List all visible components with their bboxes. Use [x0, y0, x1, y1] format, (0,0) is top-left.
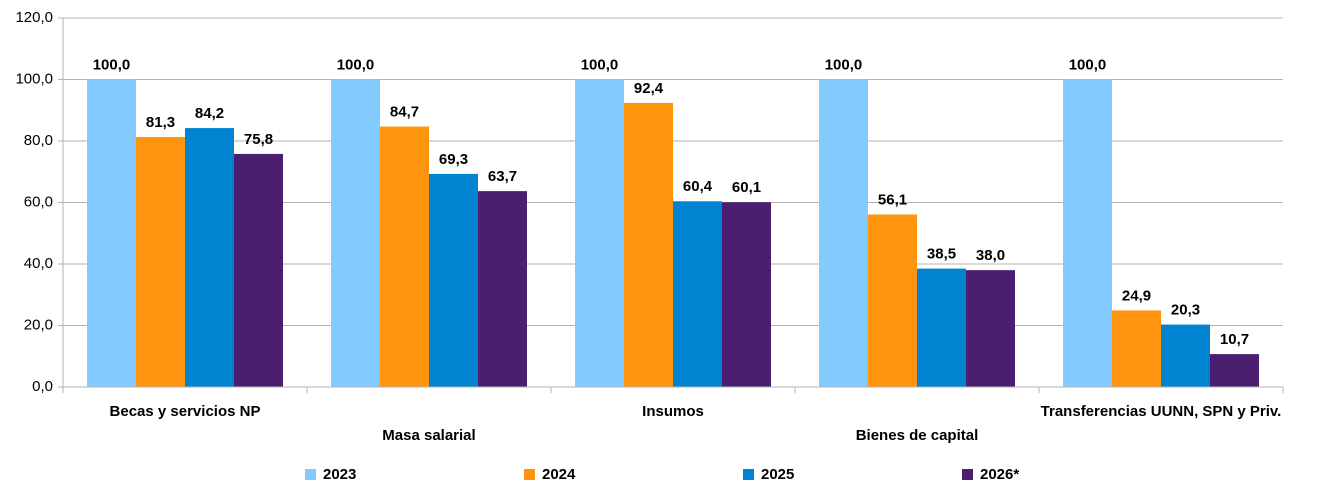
bar — [624, 102, 673, 388]
value-label: 81,3 — [146, 114, 175, 131]
x-tick-label: Insumos — [642, 403, 704, 420]
legend-swatch — [743, 469, 754, 480]
legend-swatch — [962, 469, 973, 480]
value-label: 92,4 — [634, 80, 664, 97]
bar — [331, 79, 380, 387]
value-label: 84,7 — [390, 104, 419, 121]
value-label: 38,5 — [927, 246, 956, 263]
bar — [966, 270, 1015, 387]
bar — [673, 201, 722, 387]
value-label: 60,4 — [683, 178, 713, 195]
value-label: 100,0 — [93, 56, 131, 73]
value-label: 38,0 — [976, 247, 1005, 264]
legend-label: 2023 — [323, 466, 356, 482]
bar — [87, 79, 136, 387]
bar — [1112, 310, 1161, 387]
value-label: 100,0 — [825, 56, 863, 73]
legend-swatch — [524, 469, 535, 480]
value-label: 100,0 — [337, 56, 375, 73]
bar — [136, 137, 185, 387]
value-label: 100,0 — [581, 56, 619, 73]
legend-label: 2024 — [542, 466, 576, 482]
bar — [429, 173, 478, 387]
value-label: 60,1 — [732, 179, 761, 196]
bar — [234, 153, 283, 387]
bar — [868, 214, 917, 387]
x-tick-label: Transferencias UUNN, SPN y Priv. — [1041, 403, 1282, 420]
value-label: 20,3 — [1171, 302, 1200, 319]
bar — [819, 79, 868, 387]
y-tick-label: 0,0 — [32, 378, 53, 395]
value-label: 69,3 — [439, 151, 468, 168]
x-tick-label: Becas y servicios NP — [110, 403, 261, 420]
bar — [917, 268, 966, 387]
x-tick-label: Bienes de capital — [856, 427, 979, 444]
bar — [575, 79, 624, 387]
y-tick-label: 120,0 — [15, 9, 53, 26]
bar — [478, 191, 527, 387]
value-label: 84,2 — [195, 105, 224, 122]
bar — [185, 128, 234, 387]
bar — [1210, 354, 1259, 387]
value-label: 10,7 — [1220, 331, 1249, 348]
y-tick-label: 100,0 — [15, 70, 53, 87]
value-label: 75,8 — [244, 131, 273, 148]
x-tick-label: Masa salarial — [382, 427, 475, 444]
value-label: 63,7 — [488, 168, 517, 185]
legend-label: 2026* — [980, 466, 1019, 482]
bar — [380, 126, 429, 388]
y-tick-label: 80,0 — [24, 132, 53, 149]
value-label: 56,1 — [878, 191, 907, 208]
value-label: 24,9 — [1122, 287, 1151, 304]
bar — [1161, 324, 1210, 387]
bar — [1063, 79, 1112, 387]
y-tick-label: 60,0 — [24, 193, 53, 210]
y-tick-label: 20,0 — [24, 316, 53, 333]
y-tick-label: 40,0 — [24, 255, 53, 272]
legend-swatch — [305, 469, 316, 480]
value-label: 100,0 — [1069, 56, 1107, 73]
bar — [722, 202, 771, 387]
legend-label: 2025 — [761, 466, 794, 482]
